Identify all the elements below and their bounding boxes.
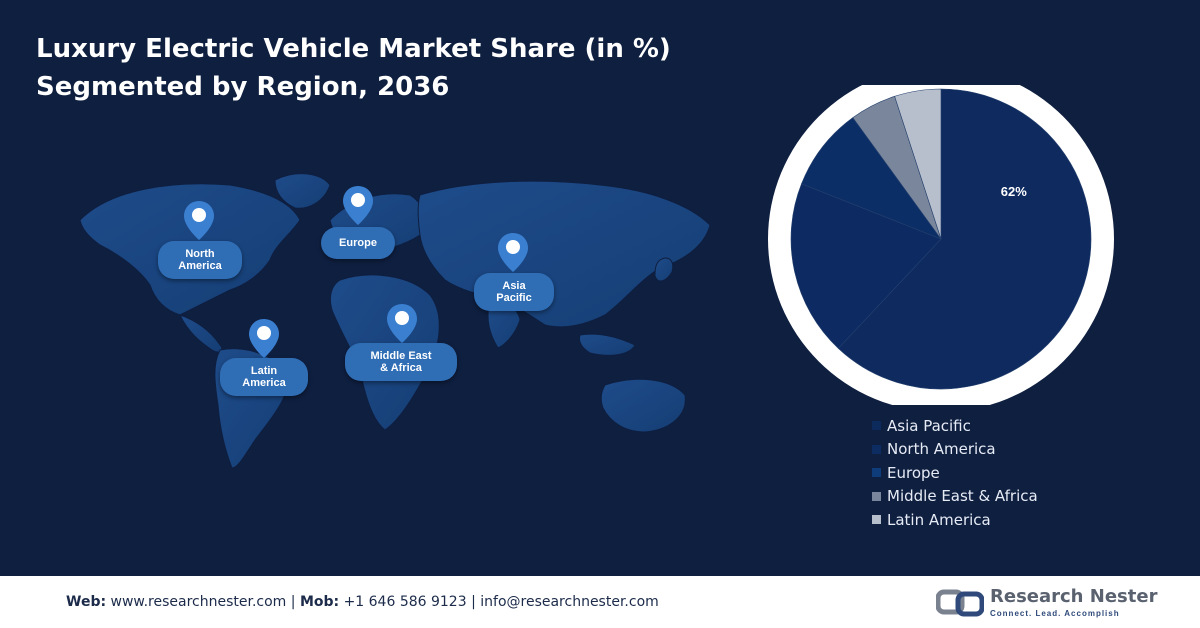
logo-tagline: Connect. Lead. Accomplish bbox=[990, 609, 1120, 618]
email-link[interactable]: info@researchnester.com bbox=[480, 594, 659, 610]
north-america-label: North America bbox=[158, 241, 242, 279]
legend-swatch bbox=[872, 468, 881, 478]
legend-swatch bbox=[872, 515, 881, 525]
legend-item: Middle East & Africa bbox=[872, 485, 1038, 509]
title-line-2: Segmented by Region, 2036 bbox=[36, 72, 450, 102]
chart-title: Luxury Electric Vehicle Market Share (in… bbox=[36, 30, 671, 106]
asia-pacific-pin-icon bbox=[498, 233, 528, 272]
latin-america-label-line-1: Latin bbox=[250, 365, 278, 377]
middle-east-africa-label-line-1: Middle East bbox=[370, 350, 432, 362]
pie-slice-asia-pacific bbox=[837, 88, 1092, 390]
north-america-label-line-1: North bbox=[185, 248, 215, 260]
legend-item: Latin America bbox=[872, 508, 1038, 532]
southeast-asia-landmass bbox=[579, 333, 636, 356]
web-link[interactable]: www.researchnester.com bbox=[110, 594, 287, 610]
title-line-1: Luxury Electric Vehicle Market Share (in… bbox=[36, 34, 671, 64]
latin-america-label: Latin America bbox=[220, 358, 308, 396]
legend-swatch bbox=[872, 421, 881, 431]
phone-number: +1 646 586 9123 bbox=[343, 594, 467, 610]
separator-2: | bbox=[471, 594, 476, 610]
asia-landmass bbox=[417, 180, 711, 328]
chart-legend: Asia Pacific North America Europe Middle Ea… bbox=[872, 414, 1038, 532]
asia-pacific-label: Asia Pacific bbox=[474, 273, 554, 311]
legend-label: Latin America bbox=[887, 510, 991, 529]
middle-east-africa-label-line-2: & Africa bbox=[380, 362, 422, 374]
pie-chart: 62% bbox=[768, 85, 1114, 405]
legend-swatch bbox=[872, 491, 881, 501]
separator-1: | bbox=[290, 594, 296, 610]
north-america-label-line-2: America bbox=[178, 260, 222, 272]
japan-landmass bbox=[654, 257, 674, 282]
pie-slice-latin-america bbox=[894, 88, 942, 240]
legend-label: Europe bbox=[887, 463, 940, 482]
north-america-pin-icon bbox=[184, 201, 214, 240]
pie-data-label: 62% bbox=[1001, 184, 1027, 199]
research-nester-logo: Research Nester Connect. Lead. Accomplis… bbox=[936, 586, 1157, 622]
europe-label-text: Europe bbox=[339, 237, 377, 249]
web-label: Web: bbox=[66, 594, 107, 610]
mob-label: Mob: bbox=[299, 594, 340, 610]
legend-item: Asia Pacific bbox=[872, 414, 1038, 438]
legend-item: North America bbox=[872, 438, 1038, 462]
europe-pin-icon bbox=[343, 186, 373, 225]
middle-east-africa-pin-icon bbox=[387, 304, 417, 343]
contact-info: Web: www.researchnester.com | Mob: +1 64… bbox=[66, 594, 659, 610]
footer: Web: www.researchnester.com | Mob: +1 64… bbox=[0, 576, 1200, 628]
greenland-landmass bbox=[274, 173, 331, 209]
central-america-landmass bbox=[179, 314, 223, 353]
asia-pacific-label-line-1: Asia bbox=[502, 280, 526, 292]
middle-east-africa-label: Middle East & Africa bbox=[345, 343, 457, 381]
pie-slice-north-america bbox=[790, 183, 942, 349]
latin-america-label-line-2: America bbox=[242, 377, 286, 389]
asia-pacific-label-line-2: Pacific bbox=[496, 292, 532, 304]
legend-swatch bbox=[872, 444, 881, 454]
legend-item: Europe bbox=[872, 461, 1038, 485]
latin-america-pin-icon bbox=[249, 319, 279, 358]
infographic-panel: Luxury Electric Vehicle Market Share (in… bbox=[0, 0, 1200, 576]
logo-name: Research Nester bbox=[990, 586, 1158, 607]
australia-landmass bbox=[600, 378, 686, 433]
europe-label: Europe bbox=[321, 227, 395, 259]
pie-slice-europe bbox=[801, 117, 942, 240]
legend-label: North America bbox=[887, 440, 996, 459]
legend-label: Asia Pacific bbox=[887, 416, 971, 435]
legend-label: Middle East & Africa bbox=[887, 487, 1038, 506]
logo-mark-icon bbox=[936, 589, 984, 617]
